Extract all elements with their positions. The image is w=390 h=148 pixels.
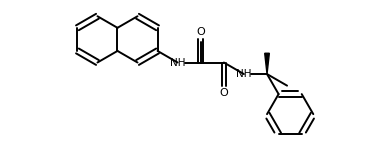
- Text: O: O: [196, 27, 205, 37]
- Text: NH: NH: [170, 58, 185, 67]
- Text: NH: NH: [236, 69, 252, 79]
- Text: O: O: [220, 88, 228, 98]
- Polygon shape: [265, 53, 269, 74]
